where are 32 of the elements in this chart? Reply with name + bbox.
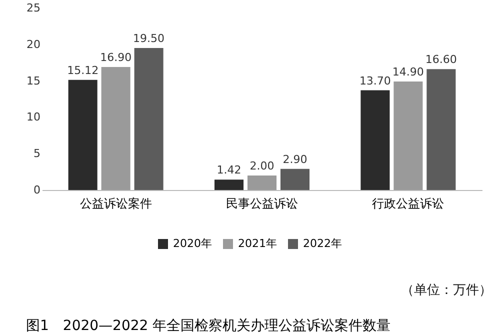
data-label: 13.70 xyxy=(359,74,391,88)
bar xyxy=(68,80,98,190)
bar xyxy=(394,82,423,190)
y-tick-label: 5 xyxy=(34,147,40,160)
bar xyxy=(247,175,277,190)
y-tick-label: 10 xyxy=(26,110,40,124)
data-label: 19.50 xyxy=(133,32,165,46)
x-tick-label: 公益诉讼案件 xyxy=(80,196,152,210)
y-tick-label: 20 xyxy=(26,38,40,51)
legend-label: 2022年 xyxy=(303,237,342,250)
bar xyxy=(360,90,390,190)
bar xyxy=(101,66,130,190)
y-tick-label: 15 xyxy=(26,74,40,88)
text: 图1 2020—2022 年全国检察机关办理公益诉讼案件数量 xyxy=(26,317,391,334)
data-label: 16.60 xyxy=(425,53,457,66)
x-tick-label: 民事公益诉讼 xyxy=(226,196,298,210)
y-tick-label: 0 xyxy=(34,184,40,196)
legend-label: 2021年 xyxy=(238,237,277,250)
data-label: 1.42 xyxy=(216,164,242,177)
data-label: 16.90 xyxy=(100,50,132,64)
data-label: 2.90 xyxy=(282,152,308,166)
bar xyxy=(426,69,456,190)
x-tick-label: 行政公益诉讼 xyxy=(372,196,444,210)
data-label: 14.90 xyxy=(392,66,424,79)
legend-label: 2020年 xyxy=(173,237,212,250)
y-tick-label: 25 xyxy=(26,2,40,14)
text: （单位：万件） xyxy=(401,283,492,298)
data-label: 15.12 xyxy=(67,64,99,77)
bar xyxy=(134,48,164,190)
data-label: 2.00 xyxy=(250,159,274,172)
bar xyxy=(280,168,310,190)
bar xyxy=(214,180,244,190)
